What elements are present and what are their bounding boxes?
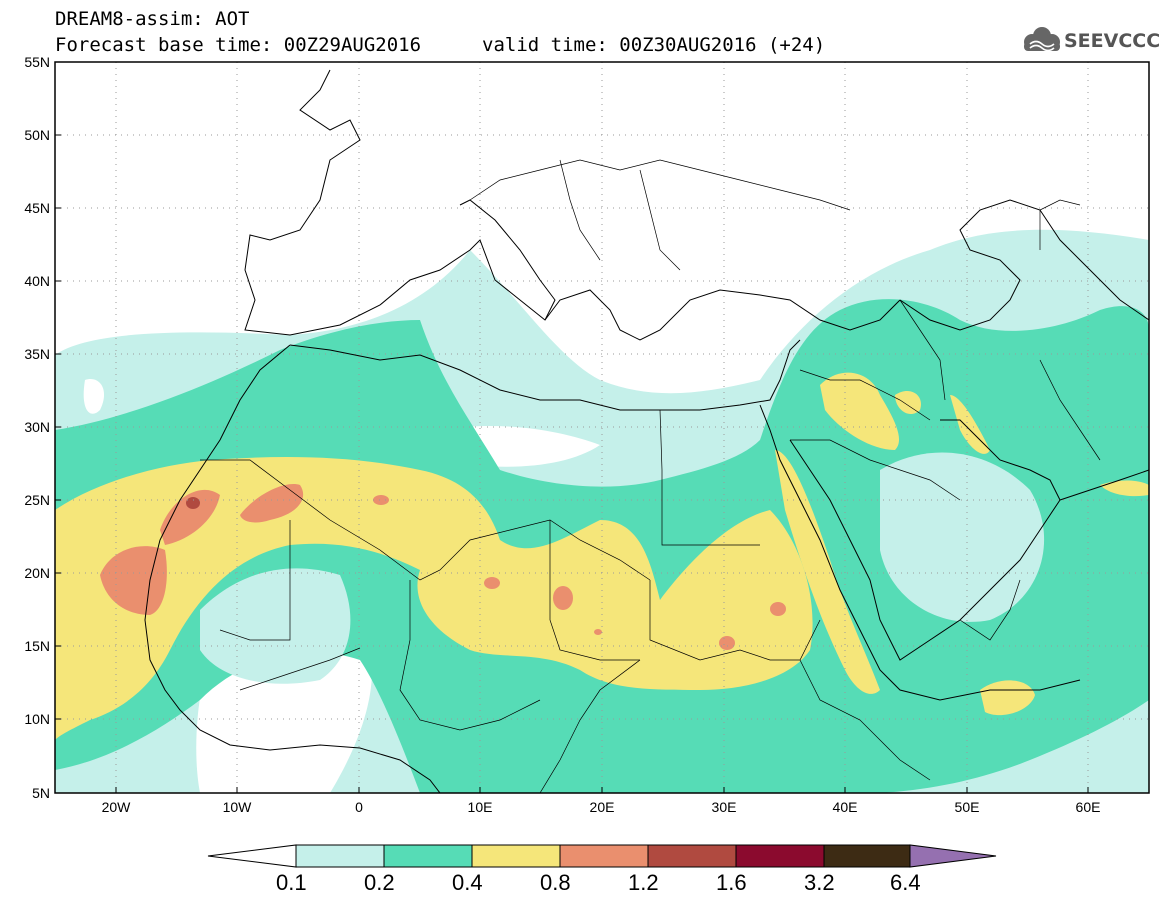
aot-yellow-gulf xyxy=(950,395,990,454)
aot-contour-12 xyxy=(186,497,200,509)
lon-label: 30E xyxy=(712,799,737,815)
aot-yellow-iran xyxy=(895,390,921,415)
lon-label: 10W xyxy=(223,799,253,815)
lon-label: 20W xyxy=(102,799,132,815)
aot-contour-08-chad2 xyxy=(553,586,573,610)
colorbar-label: 0.2 xyxy=(364,870,395,895)
aot-contour-04 xyxy=(55,457,813,740)
aot-contour-08-west xyxy=(100,546,167,615)
colorbar-label: 6.4 xyxy=(890,870,921,895)
colorbar-over-triangle xyxy=(909,844,997,868)
aot-contour-08-mali xyxy=(240,484,304,523)
colorbar-label: 3.2 xyxy=(804,870,835,895)
colorbar-bin xyxy=(823,844,911,868)
country-borders xyxy=(200,159,1101,793)
colorbar-bin xyxy=(383,844,473,868)
lat-label: 50N xyxy=(24,127,50,143)
ticks xyxy=(55,61,1089,794)
lon-label: 50E xyxy=(955,799,980,815)
lon-label: 60E xyxy=(1076,799,1101,815)
lat-label: 10N xyxy=(24,711,50,727)
colorbar-label: 1.6 xyxy=(716,870,747,895)
colorbar-under-triangle xyxy=(207,844,297,868)
aot-contour-08-sahara xyxy=(160,489,220,545)
lon-label: 10E xyxy=(468,799,493,815)
lat-label: 55N xyxy=(24,54,50,70)
forecast-base-time: Forecast base time: 00Z29AUG2016 xyxy=(55,34,422,56)
aot-clear-patch-2 xyxy=(83,379,105,414)
valid-time: valid time: 00Z30AUG2016 (+24) xyxy=(482,34,826,56)
logo-text: SEEVCCC xyxy=(1064,30,1161,52)
aot-contour-08-chad xyxy=(484,577,500,589)
aot-field xyxy=(55,62,1149,793)
lon-label: 20E xyxy=(590,799,615,815)
colorbar-label: 0.8 xyxy=(540,870,571,895)
colorbar-label: 0.1 xyxy=(276,870,307,895)
lat-label: 45N xyxy=(24,200,50,216)
aot-light-arabia xyxy=(880,452,1045,622)
lat-label: 25N xyxy=(24,492,50,508)
colorbar-bin xyxy=(735,844,825,868)
lat-labels: 55N 50N 45N 40N 35N 30N 25N 20N 15N 10N … xyxy=(24,54,50,801)
aot-contour-08-sudan xyxy=(770,602,786,616)
coastlines xyxy=(144,69,1149,793)
aot-yellow-iraq xyxy=(820,372,900,450)
lon-label: 40E xyxy=(833,799,858,815)
aot-contour-08-cf xyxy=(594,629,602,635)
aot-yellow-somalia xyxy=(980,680,1035,716)
lat-label: 40N xyxy=(24,273,50,289)
colorbar-bin xyxy=(559,844,649,868)
aot-contour-08-niger xyxy=(373,495,389,505)
aot-yellow-east xyxy=(1100,480,1149,497)
colorbar xyxy=(207,844,997,868)
lon-labels: 20W 10W 0 10E 20E 30E 40E 50E 60E xyxy=(102,799,1101,815)
seevccc-logo xyxy=(1024,27,1060,52)
colorbar-label: 0.4 xyxy=(452,870,483,895)
graticule xyxy=(55,62,1149,793)
colorbar-bin xyxy=(647,844,737,868)
aot-contour-08-sudan2 xyxy=(719,636,735,650)
colorbar-bin xyxy=(471,844,561,868)
colorbar-label: 1.2 xyxy=(628,870,659,895)
aot-yellow-redsea xyxy=(775,450,880,694)
lat-label: 35N xyxy=(24,346,50,362)
lat-label: 5N xyxy=(32,785,50,801)
lon-label: 0 xyxy=(355,799,363,815)
lat-label: 15N xyxy=(24,638,50,654)
lat-label: 30N xyxy=(24,419,50,435)
aot-clear-inner xyxy=(200,568,351,684)
colorbar-bin xyxy=(295,844,385,868)
lat-label: 20N xyxy=(24,565,50,581)
map-title: DREAM8-assim: AOT xyxy=(55,8,250,30)
